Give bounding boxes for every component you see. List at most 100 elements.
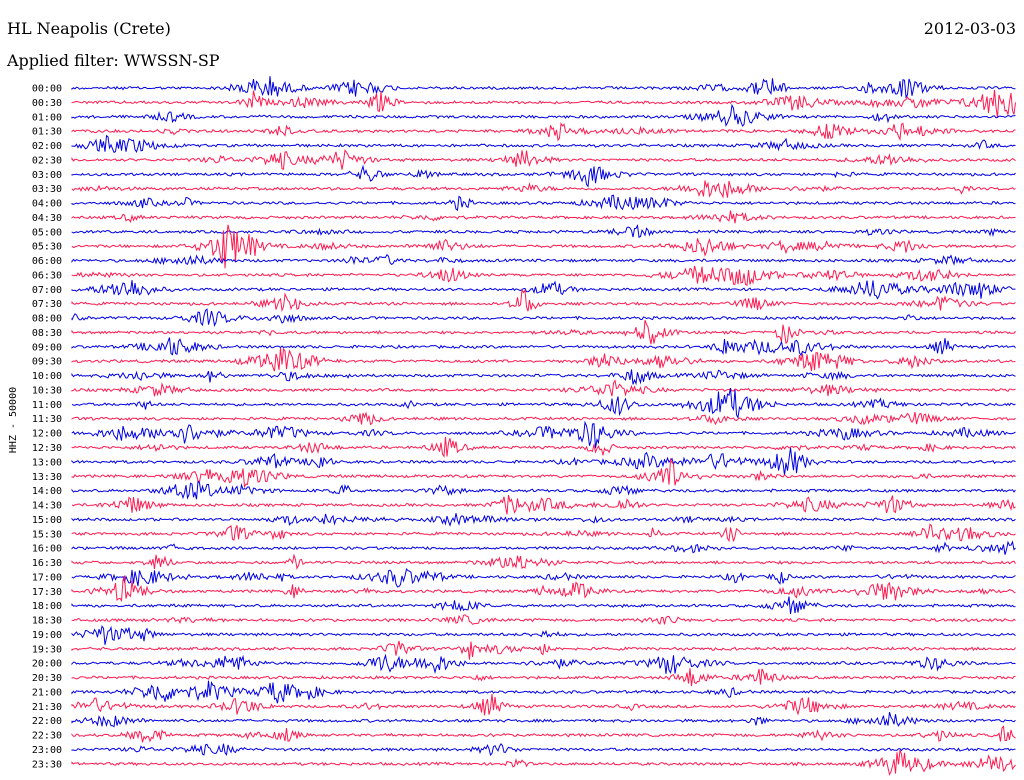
trace-line (71, 347, 1016, 372)
trace-line (71, 420, 1016, 449)
row-label: 10:00 (32, 371, 62, 382)
trace-line (71, 210, 1016, 224)
trace-line (71, 180, 1016, 199)
trace-line (71, 725, 1016, 743)
row-label: 09:30 (32, 357, 62, 368)
trace-line (71, 668, 1016, 687)
trace-line (71, 625, 1016, 645)
row-label: 13:00 (32, 457, 62, 468)
trace-line (71, 308, 1016, 327)
trace-line (71, 575, 1016, 603)
row-label: 15:00 (32, 515, 62, 526)
trace-line (71, 523, 1016, 543)
trace-line (71, 513, 1016, 527)
row-label: 08:00 (32, 314, 62, 325)
row-label: 07:00 (32, 285, 62, 296)
row-label: 11:00 (32, 400, 62, 411)
trace-line (71, 253, 1016, 266)
trace-line (71, 553, 1016, 570)
trace-line (71, 743, 1016, 757)
row-label: 06:00 (32, 256, 62, 267)
trace-line (71, 369, 1016, 386)
row-label: 03:30 (32, 184, 62, 195)
y-axis-label: HHZ - 50000 (8, 387, 19, 453)
row-label: 09:00 (32, 342, 62, 353)
row-label: 18:30 (32, 616, 62, 627)
row-label: 13:30 (32, 472, 62, 483)
row-label: 23:30 (32, 759, 62, 770)
trace-line (71, 379, 1016, 397)
row-label: 01:30 (32, 127, 62, 138)
row-label: 20:00 (32, 659, 62, 670)
trace-line (71, 288, 1016, 313)
trace-line (71, 614, 1016, 625)
trace-line (71, 320, 1016, 345)
trace-line (71, 640, 1016, 660)
row-label: 18:00 (32, 601, 62, 612)
row-label: 05:00 (32, 227, 62, 238)
trace-line (71, 265, 1016, 286)
trace-line (71, 134, 1016, 154)
row-label: 00:00 (32, 84, 62, 95)
row-label: 17:30 (32, 587, 62, 598)
row-label: 01:00 (32, 112, 62, 123)
row-label: 08:30 (32, 328, 62, 339)
row-label: 20:30 (32, 673, 62, 684)
trace-line (71, 680, 1016, 704)
trace-line (71, 540, 1016, 555)
row-label: 12:30 (32, 443, 62, 454)
row-label: 02:30 (32, 155, 62, 166)
trace-line (71, 712, 1016, 728)
filter-label: Applied filter: WWSSN-SP (7, 51, 220, 70)
trace-line (71, 164, 1016, 188)
row-label: 22:00 (32, 716, 62, 727)
trace-line (71, 596, 1016, 614)
row-label: 19:30 (32, 644, 62, 655)
row-label: 04:30 (32, 213, 62, 224)
row-label: 10:30 (32, 385, 62, 396)
trace-line (71, 694, 1016, 716)
trace-line (71, 122, 1016, 142)
row-label: 03:00 (32, 170, 62, 181)
row-label: 19:00 (32, 630, 62, 641)
trace-line (71, 89, 1016, 118)
row-label: 21:30 (32, 702, 62, 713)
row-label: 00:30 (32, 98, 62, 109)
row-label: 15:30 (32, 529, 62, 540)
row-label: 14:00 (32, 486, 62, 497)
date-label: 2012-03-03 (923, 19, 1016, 38)
row-label: 14:30 (32, 501, 62, 512)
trace-line (71, 749, 1016, 777)
trace-line (71, 436, 1016, 458)
row-label: 05:30 (32, 242, 62, 253)
row-labels: 00:00 00:30 01:00 01:30 02:00 02:30 03:00 03:30… (32, 84, 62, 771)
trace-line (71, 653, 1016, 675)
trace-lines (71, 76, 1016, 777)
trace-line (71, 480, 1016, 500)
row-label: 06:30 (32, 270, 62, 281)
trace-line (71, 223, 1016, 238)
trace-line (71, 280, 1016, 300)
row-label: 07:30 (32, 299, 62, 310)
trace-line (71, 149, 1016, 170)
station-title: HL Neapolis (Crete) (7, 19, 171, 38)
trace-line (71, 494, 1016, 515)
row-label: 22:30 (32, 731, 62, 742)
row-label: 16:30 (32, 558, 62, 569)
trace-line (71, 194, 1016, 211)
trace-line (71, 457, 1016, 489)
trace-line (71, 76, 1016, 99)
row-label: 04:00 (32, 199, 62, 210)
trace-line (71, 337, 1016, 357)
row-label: 12:00 (32, 429, 62, 440)
row-label: 17:00 (32, 572, 62, 583)
trace-line (71, 103, 1016, 127)
trace-line (71, 387, 1016, 420)
row-label: 02:00 (32, 141, 62, 152)
row-label: 21:00 (32, 687, 62, 698)
row-label: 16:00 (32, 544, 62, 555)
trace-line (71, 411, 1016, 426)
row-label: 23:00 (32, 745, 62, 756)
trace-line (71, 447, 1016, 476)
